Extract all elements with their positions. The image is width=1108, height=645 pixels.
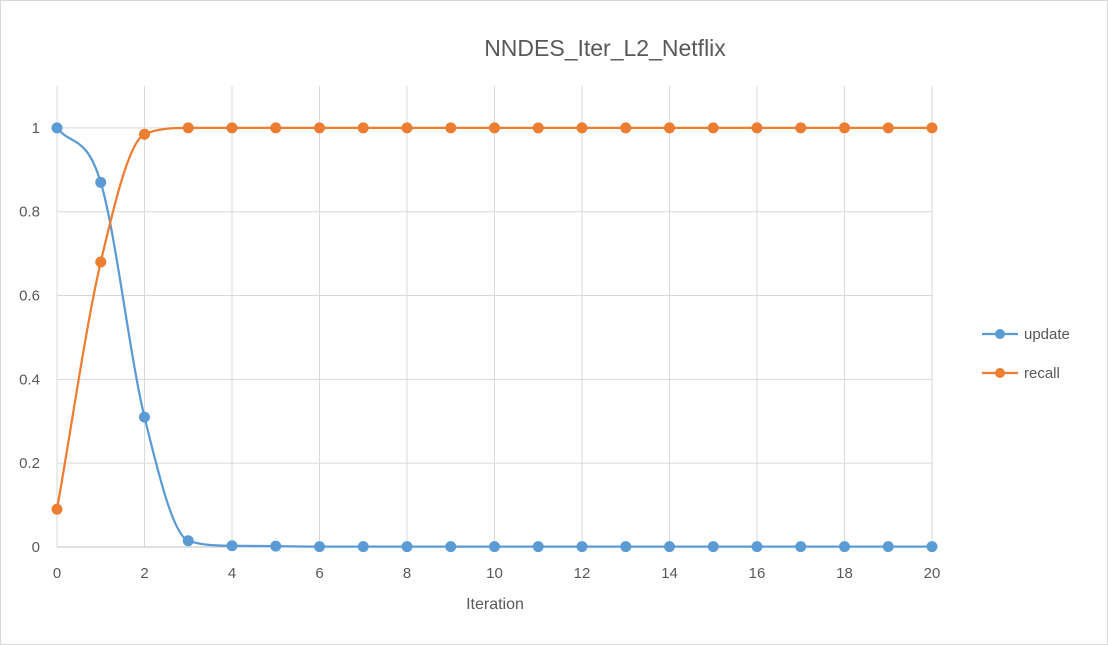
data-point-update [445,541,457,553]
data-point-recall [139,128,150,140]
data-point-recall [664,122,675,134]
x-tick-label: 4 [228,565,236,582]
data-point-recall [532,122,544,134]
data-point-update [314,541,325,553]
series-layer [51,122,938,553]
data-point-recall [51,503,63,515]
data-point-recall [445,122,457,134]
series-recall [51,122,938,515]
data-point-recall [882,122,894,134]
y-tick-label: 0.6 [19,288,40,305]
data-point-recall [839,122,850,134]
x-tick-label: 16 [749,565,766,582]
x-tick-label: 8 [403,565,411,582]
data-point-recall [182,122,194,134]
data-point-recall [270,122,282,134]
x-tick-label: 0 [53,565,61,582]
data-point-update [182,535,194,547]
legend-marker [995,329,1005,339]
series-line-recall [55,126,932,510]
data-point-update [489,541,500,553]
data-point-recall [95,256,107,268]
data-point-recall [795,122,807,134]
data-point-recall [401,122,413,134]
data-point-recall [620,122,632,134]
chart-title: NNDES_Iter_L2_Netflix [484,35,726,61]
legend-item-update: update [982,326,1070,343]
legend-label: update [1024,326,1070,343]
grid [56,86,933,548]
series-line-update [56,127,932,548]
data-point-update [95,176,107,188]
x-tick-label: 20 [924,565,941,582]
data-point-recall [751,122,763,134]
data-point-update [139,411,150,423]
y-tick-label: 0.8 [19,204,40,221]
data-point-update [751,541,763,553]
x-axis-title: Iteration [466,596,524,613]
tick-labels: 00.20.40.60.810 2 4 6 8 10 12 14 16 18 20 [19,120,940,582]
legend-item-recall: recall [982,365,1060,382]
y-tick-label: 1 [32,120,40,137]
data-point-recall [489,122,500,134]
x-tick-label: 2 [140,565,148,582]
data-point-recall [926,122,938,134]
data-point-update [620,541,632,553]
x-tick-label: 12 [574,565,591,582]
data-point-update [707,541,719,553]
data-point-update [576,541,588,553]
legend: update recall [982,326,1070,382]
series-update [51,122,938,553]
legend-marker [995,368,1005,378]
data-point-recall [576,122,588,134]
x-tick-label: 6 [315,565,323,582]
data-point-update [270,540,282,552]
data-point-update [839,541,850,553]
data-point-update [401,541,413,553]
x-tick-label: 10 [486,565,503,582]
data-point-update [532,541,544,553]
data-point-update [51,122,63,134]
legend-label: recall [1024,365,1060,382]
y-tick-label: 0.2 [19,455,40,472]
y-tick-label: 0 [32,539,40,556]
data-point-update [795,541,807,553]
x-tick-label: 18 [836,565,853,582]
y-tick-label: 0.4 [19,371,40,388]
data-point-update [926,541,938,553]
data-point-update [357,541,369,553]
data-point-update [882,541,894,553]
data-point-recall [707,122,719,134]
data-point-recall [314,122,325,134]
data-point-recall [226,122,238,134]
data-point-recall [357,122,369,134]
data-point-update [664,541,675,553]
data-point-update [226,540,238,552]
x-tick-label: 14 [661,565,678,582]
